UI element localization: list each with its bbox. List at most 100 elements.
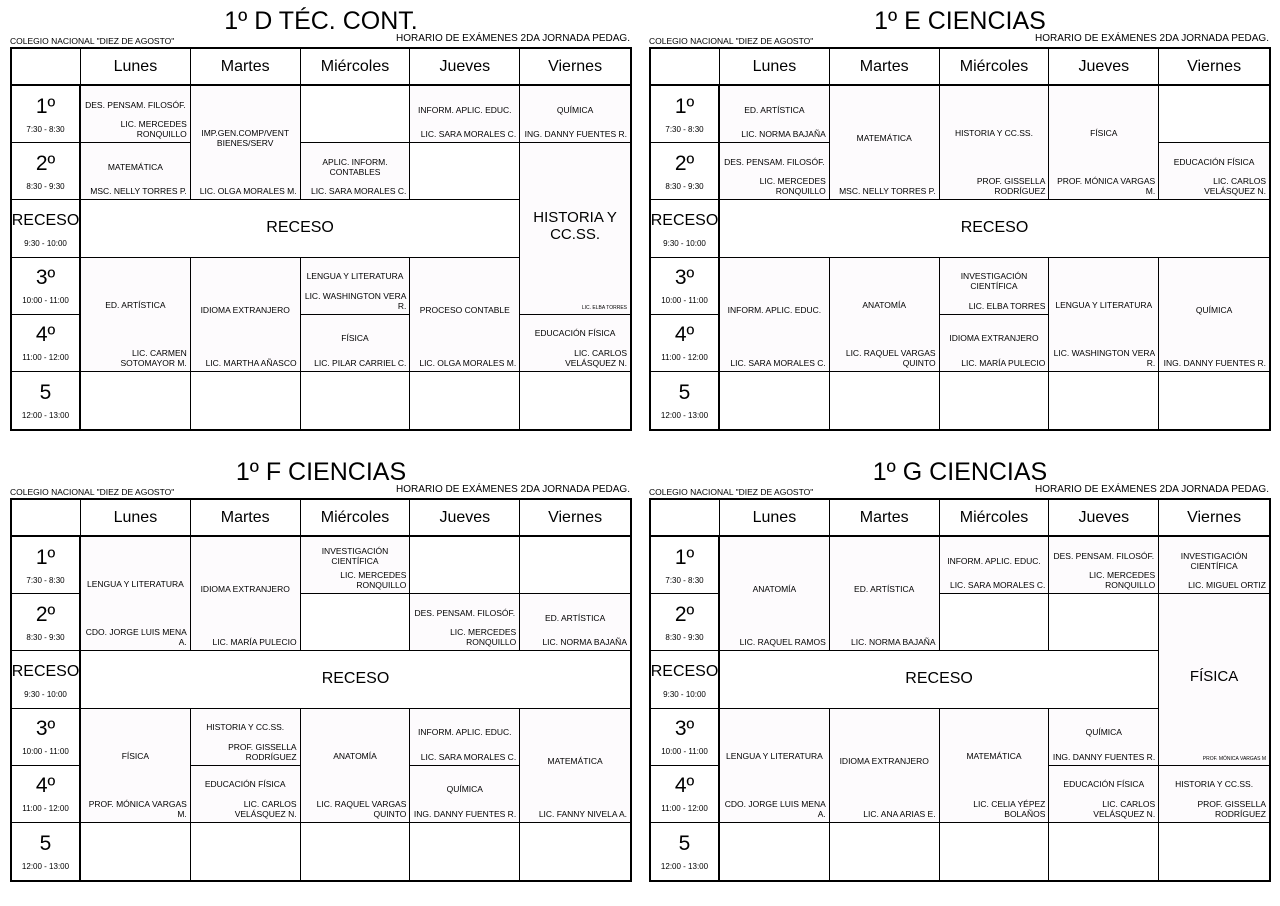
exam-cell: IDIOMA EXTRANJERO LIC. MARTHA AÑASCO bbox=[190, 257, 301, 372]
empty-cell bbox=[1159, 371, 1269, 429]
exam-teacher: PROF. GISSELLA RODRÍGUEZ bbox=[976, 176, 1046, 197]
exam-cell: MATEMÁTICA MSC. NELLY TORRES P. bbox=[829, 86, 940, 201]
exam-cell: INVESTIGACIÓN CIENTÍFICA LIC. MIGUEL ORTI… bbox=[1159, 537, 1269, 595]
day-header: Martes bbox=[190, 49, 301, 86]
schedule-table: Lunes Martes Miércoles Jueves Viernes 1º 7:30 … bbox=[649, 498, 1271, 882]
schedule-subtitle: HORARIO DE EXÁMENES 2DA JORNADA PEDAG. bbox=[1035, 33, 1269, 44]
exam-teacher: LIC. CELIA YÉPEZ BOLAÑOS bbox=[973, 798, 1046, 819]
exam-teacher: PROF. GISSELLA RODRÍGUEZ bbox=[228, 741, 297, 762]
exam-teacher: LIC. MIGUEL ORTIZ bbox=[1188, 580, 1266, 591]
period-cell: 4º 11:00 - 12:00 bbox=[651, 765, 720, 823]
period-time: 12:00 - 13:00 bbox=[21, 410, 70, 420]
exam-cell: DES. PENSAM. FILOSÓF. LIC. MERCEDES RONQU… bbox=[410, 594, 521, 652]
exam-cell: INFORM. APLIC. EDUC. LIC. SARA MORALES C. bbox=[939, 537, 1050, 595]
exam-teacher: LIC. SARA MORALES C. bbox=[420, 751, 517, 762]
empty-cell bbox=[81, 822, 191, 880]
empty-cell bbox=[939, 594, 1050, 652]
day-header: Lunes bbox=[720, 500, 830, 537]
exam-subject: IDIOMA EXTRANJERO bbox=[949, 333, 1039, 344]
exam-subject: ED. ARTÍSTICA bbox=[744, 104, 805, 115]
exam-cell: EDUCACIÓN FÍSICA LIC. CARLOS VELÁSQUEZ N. bbox=[1049, 765, 1160, 823]
exam-cell: ED. ARTÍSTICA LIC. NORMA BAJAÑA bbox=[520, 594, 630, 652]
exam-teacher: LIC. FANNY NIVELA A. bbox=[538, 808, 627, 819]
period-label: 3º bbox=[674, 717, 695, 741]
period-label: 1º bbox=[674, 94, 695, 118]
exam-teacher: LIC. MARTHA AÑASCO bbox=[205, 357, 297, 368]
period-label: 2º bbox=[35, 151, 56, 175]
empty-cell bbox=[520, 537, 630, 595]
exam-teacher: LIC. NORMA BAJAÑA bbox=[851, 637, 936, 648]
period-label: 2º bbox=[674, 602, 695, 626]
exam-teacher: LIC. CARLOS VELÁSQUEZ N. bbox=[1204, 176, 1266, 197]
period-cell: 5 12:00 - 13:00 bbox=[651, 822, 720, 880]
schedule-subtitle: HORARIO DE EXÁMENES 2DA JORNADA PEDAG. bbox=[396, 33, 630, 44]
exam-teacher: ING. DANNY FUENTES R. bbox=[413, 808, 517, 819]
exam-cell: MATEMÁTICA LIC. CELIA YÉPEZ BOLAÑOS bbox=[939, 708, 1050, 823]
empty-cell bbox=[939, 371, 1050, 429]
exam-teacher: PROF. MÓNICA VARGAS M bbox=[1202, 755, 1266, 762]
exam-subject: FÍSICA bbox=[121, 750, 150, 761]
exam-cell: PROCESO CONTABLE LIC. OLGA MORALES M. bbox=[410, 257, 521, 372]
empty-cell bbox=[1049, 594, 1160, 652]
schedule-panel: 1º F CIENCIAS COLEGIO NACIONAL "DIEZ DE A… bbox=[10, 451, 632, 883]
exam-teacher: LIC. NORMA BAJAÑA bbox=[741, 129, 826, 140]
period-cell: 4º 11:00 - 12:00 bbox=[651, 314, 720, 372]
empty-cell bbox=[829, 371, 940, 429]
exam-teacher: LIC. CARMEN SOTOMAYOR M. bbox=[120, 347, 187, 368]
empty-cell bbox=[520, 822, 630, 880]
exam-subject: LENGUA Y LITERATURA bbox=[725, 750, 823, 761]
exam-cell: MATEMÁTICA LIC. FANNY NIVELA A. bbox=[520, 708, 630, 823]
exam-teacher: LIC. MERCEDES RONQUILLO bbox=[759, 176, 826, 197]
exam-subject: QUÍMICA bbox=[1195, 304, 1233, 315]
period-label: 2º bbox=[35, 602, 56, 626]
exam-cell: APLIC. INFORM. CONTABLES LIC. SARA MORALE… bbox=[300, 143, 411, 201]
exam-teacher: LIC. SARA MORALES C. bbox=[420, 129, 517, 140]
exam-cell: QUÍMICA ING. DANNY FUENTES R. bbox=[410, 765, 521, 823]
exam-subject: PROCESO CONTABLE bbox=[419, 304, 510, 315]
exam-teacher: LIC. OLGA MORALES M. bbox=[419, 357, 517, 368]
exam-cell: QUÍMICA ING. DANNY FUENTES R. bbox=[1159, 257, 1269, 372]
exam-subject: MATEMÁTICA bbox=[107, 161, 163, 172]
period-label: 3º bbox=[674, 266, 695, 290]
school-name: COLEGIO NACIONAL "DIEZ DE AGOSTO" bbox=[10, 36, 175, 46]
period-time: 7:30 - 8:30 bbox=[26, 124, 65, 134]
exam-subject: MATEMÁTICA bbox=[966, 750, 1022, 761]
exam-teacher: LIC. MARÍA PULECIO bbox=[212, 637, 297, 648]
receso-band: RECESO bbox=[81, 200, 521, 258]
period-cell: 1º 7:30 - 8:30 bbox=[12, 86, 81, 144]
exam-subject: IDIOMA EXTRANJERO bbox=[200, 304, 290, 315]
exam-subject: DES. PENSAM. FILOSÓF. bbox=[1053, 550, 1155, 561]
day-header: Miércoles bbox=[939, 49, 1050, 86]
empty-cell bbox=[300, 594, 411, 652]
exam-teacher: LIC. ELBA TORRES bbox=[968, 300, 1046, 311]
exam-teacher: PROF. MÓNICA VARGAS M. bbox=[88, 798, 187, 819]
exam-cell: LENGUA Y LITERATURA CDO. JORGE LUIS MENA … bbox=[720, 708, 830, 823]
exam-subject: INVESTIGACIÓN CIENTÍFICA bbox=[321, 545, 389, 566]
exam-subject: LENGUA Y LITERATURA bbox=[86, 579, 184, 590]
exam-cell: DES. PENSAM. FILOSÓF. LIC. MERCEDES RONQU… bbox=[720, 143, 830, 201]
empty-cell bbox=[410, 822, 521, 880]
schedule-title: 1º D TÉC. CONT. bbox=[224, 7, 418, 35]
day-header: Martes bbox=[829, 500, 940, 537]
school-name: COLEGIO NACIONAL "DIEZ DE AGOSTO" bbox=[10, 487, 175, 497]
day-header: Martes bbox=[829, 49, 940, 86]
period-time: 7:30 - 8:30 bbox=[665, 575, 704, 585]
empty-cell bbox=[190, 822, 301, 880]
empty-cell bbox=[829, 822, 940, 880]
exam-teacher: LIC. CARLOS VELÁSQUEZ N. bbox=[565, 347, 627, 368]
period-time: 8:30 - 9:30 bbox=[26, 181, 65, 191]
schedule-table: Lunes Martes Miércoles Jueves Viernes 1º 7:30 … bbox=[649, 47, 1271, 431]
exam-cell: QUÍMICA ING. DANNY FUENTES R. bbox=[520, 86, 630, 144]
period-time: 9:30 - 10:00 bbox=[24, 238, 67, 248]
schedule-table: Lunes Martes Miércoles Jueves Viernes 1º 7:30 … bbox=[10, 498, 632, 882]
exam-cell: INFORM. APLIC. EDUC. LIC. SARA MORALES C. bbox=[410, 86, 521, 144]
exam-subject: EDUCACIÓN FÍSICA bbox=[534, 328, 616, 339]
exam-cell: LENGUA Y LITERATURA LIC. WASHINGTON VERA … bbox=[1049, 257, 1160, 372]
empty-cell bbox=[81, 371, 191, 429]
exam-subject: MATEMÁTICA bbox=[547, 755, 603, 766]
period-label: RECESO bbox=[12, 211, 80, 229]
period-cell: 2º 8:30 - 9:30 bbox=[12, 594, 81, 652]
receso-band: RECESO bbox=[720, 651, 1160, 709]
exam-cell: FÍSICA PROF. MÓNICA VARGAS M. bbox=[81, 708, 191, 823]
exam-subject: IDIOMA EXTRANJERO bbox=[200, 584, 290, 595]
